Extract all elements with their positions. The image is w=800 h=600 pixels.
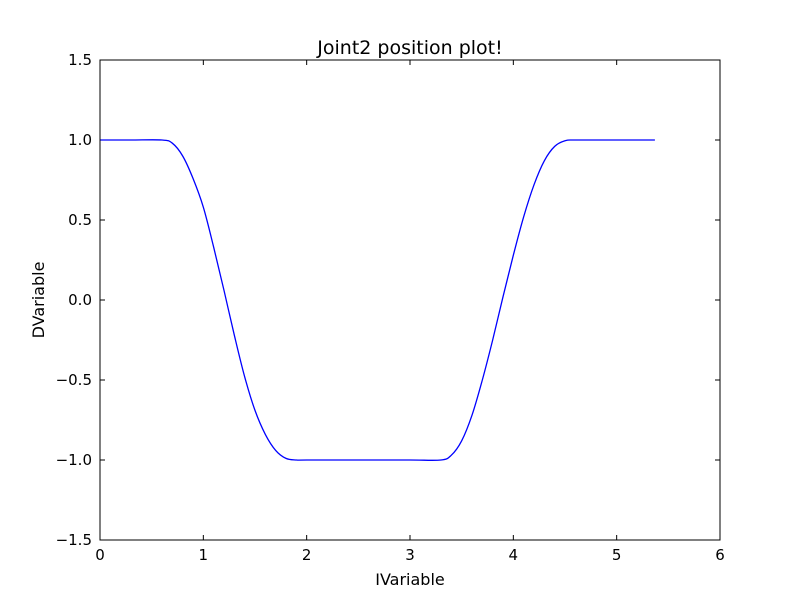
- plot-area-frame: [99, 59, 721, 541]
- x-tick-label: 2: [302, 546, 312, 564]
- chart-title: Joint2 position plot!: [316, 37, 502, 59]
- y-axis-label: DVariable: [29, 262, 48, 339]
- y-tick-label: −1.0: [56, 451, 92, 469]
- y-tick-label: 0.5: [68, 211, 92, 229]
- y-tick-label: −0.5: [56, 371, 92, 389]
- y-tick-label: 1.0: [68, 131, 92, 149]
- tick-labels: 0 1 2 3 4 5 6 −1.5 −1.0 −0.5 0.0 0.5 1.0 1.5: [56, 51, 725, 564]
- series-line-0: [100, 139, 655, 462]
- x-tick-label: 1: [199, 546, 209, 564]
- x-tick-label: 3: [405, 546, 415, 564]
- x-axis-label: IVariable: [375, 570, 445, 589]
- x-tick-label: 4: [509, 546, 519, 564]
- x-tick-label: 5: [612, 546, 622, 564]
- x-tick-label: 6: [715, 546, 725, 564]
- series-lines: [100, 139, 655, 462]
- x-tick-label: 0: [95, 546, 105, 564]
- y-tick-label: 0.0: [68, 291, 92, 309]
- y-tick-label: 1.5: [68, 51, 92, 69]
- y-tick-label: −1.5: [56, 531, 92, 549]
